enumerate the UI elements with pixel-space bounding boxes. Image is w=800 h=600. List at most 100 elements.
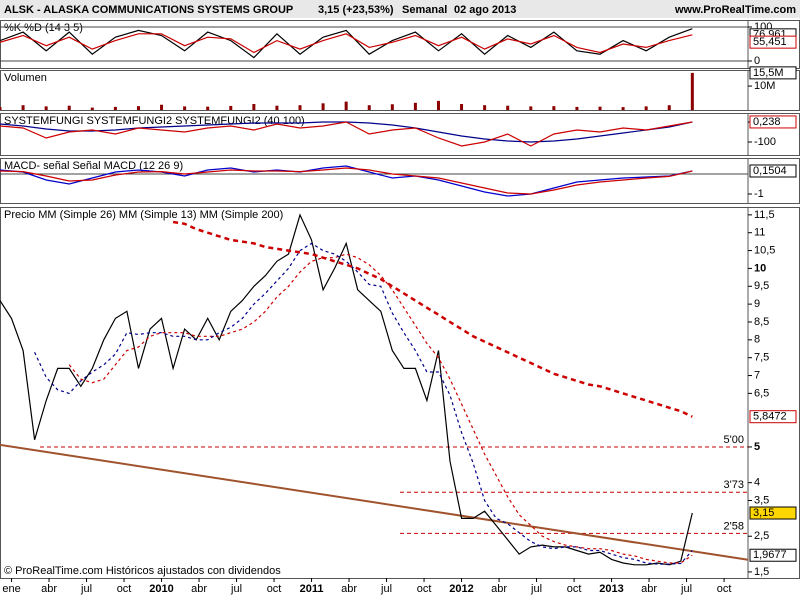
volume-bar — [298, 105, 302, 110]
series-line — [68, 253, 693, 564]
panel-title: %K %D (14 3 5) — [4, 22, 83, 34]
value-marker-label: 15,5M — [753, 67, 784, 79]
y-tick-label: 3,5 — [754, 494, 769, 506]
panel-title: Precio MM (Simple 26) MM (Simple 13) MM … — [4, 209, 283, 221]
y-tick-label: 10 — [754, 262, 766, 274]
y-tick-label: 8,5 — [754, 316, 769, 328]
y-tick-label: 10,5 — [754, 244, 775, 256]
panel-title: MACD- señal Señal MACD (12 26 9) — [4, 160, 183, 172]
y-tick-label: 10M — [754, 80, 775, 92]
panel-frame — [0, 70, 800, 111]
y-tick-label: 5 — [754, 441, 760, 453]
x-tick-label: abr — [491, 583, 507, 595]
volume-bar — [160, 104, 164, 110]
volume-bar — [113, 106, 117, 110]
value-marker-label: 5,8472 — [753, 411, 787, 423]
volume-bar — [413, 102, 417, 110]
period: Semanal — [402, 4, 447, 16]
x-tick-label: oct — [717, 583, 732, 595]
footer: © ProRealTime.com Históricos ajustados c… — [4, 565, 281, 577]
volume-bar — [136, 106, 140, 110]
volume-bar — [390, 104, 394, 110]
value-marker-box — [749, 66, 797, 80]
series-line — [0, 165, 693, 197]
x-tick-label: abr — [341, 583, 357, 595]
x-tick-label: ene — [2, 583, 20, 595]
x-tick-label: 2013 — [599, 583, 623, 595]
symbol: ALSK - ALASKA COMMUNICATIONS SYSTEMS GRO… — [4, 4, 293, 16]
series-line — [34, 242, 693, 565]
y-tick-label: 11,5 — [754, 209, 775, 221]
y-tick-label: 11 — [754, 227, 765, 239]
volume-bar — [506, 105, 510, 110]
x-tick-label: jul — [380, 583, 392, 595]
volume-bar — [621, 107, 625, 110]
y-tick-label: 1,5 — [754, 566, 769, 578]
volume-bar — [436, 100, 440, 110]
value-marker-label: 1,9677 — [753, 549, 787, 561]
panel-title: SYSTEMFUNGI SYSTEMFUNGI2 SYSTEMFUNGI2 (4… — [4, 115, 305, 127]
volume-bar — [0, 107, 2, 110]
value-marker-box — [749, 35, 797, 49]
volume-bar — [44, 106, 48, 110]
y-tick-label: 9 — [754, 298, 760, 310]
y-tick-label: 8 — [754, 334, 760, 346]
series-line — [0, 33, 693, 54]
series-line — [172, 220, 693, 418]
volume-bar — [229, 105, 233, 110]
volume-bar — [183, 106, 187, 110]
value-marker-label: 55,451 — [753, 36, 787, 48]
x-tick-label: 2010 — [149, 583, 173, 595]
x-tick-label: oct — [117, 583, 132, 595]
volume-bar — [644, 106, 648, 110]
volume-bar — [552, 106, 556, 110]
value-marker-box — [749, 115, 797, 129]
volume-bar — [206, 106, 210, 110]
header-bar — [0, 0, 800, 18]
x-tick-label: jul — [680, 583, 692, 595]
level-label: 3'73 — [724, 479, 744, 491]
volume-bar — [598, 106, 602, 110]
level-label: 2'58 — [724, 520, 744, 532]
y-tick-label: 6,5 — [754, 387, 769, 399]
value-marker-box — [749, 164, 797, 178]
value-marker-box — [749, 410, 797, 424]
volume-bar — [90, 107, 94, 110]
quote: 3,15 (+23,53%) — [318, 4, 394, 16]
volume-bar — [575, 106, 579, 110]
volume-bar — [321, 103, 325, 110]
x-tick-label: jul — [230, 583, 242, 595]
x-tick-label: abr — [641, 583, 657, 595]
x-tick-label: abr — [191, 583, 207, 595]
series-line — [0, 213, 693, 566]
y-tick-label: -1 — [754, 188, 764, 200]
volume-bar — [690, 72, 694, 110]
volume-bar — [667, 105, 671, 110]
y-tick-label: 100 — [754, 21, 772, 33]
value-marker-label: 3,15 — [753, 507, 774, 519]
trend-line — [0, 443, 749, 561]
date: 02 ago 2013 — [454, 4, 516, 16]
value-marker-box — [749, 506, 797, 520]
y-tick-label: 9,5 — [754, 280, 769, 292]
x-tick-label: abr — [41, 583, 57, 595]
x-tick-label: jul — [530, 583, 542, 595]
x-tick-label: 2012 — [449, 583, 473, 595]
value-marker-box — [749, 548, 797, 562]
x-tick-label: oct — [567, 583, 582, 595]
volume-bar — [67, 105, 71, 110]
volume-bar — [483, 105, 487, 110]
y-tick-label: 2,5 — [754, 530, 769, 542]
series-line — [0, 121, 693, 147]
volume-bar — [367, 105, 371, 110]
x-tick-label: 2011 — [300, 583, 324, 595]
x-tick-label: oct — [417, 583, 432, 595]
y-tick-label: 4 — [754, 477, 760, 489]
volume-bar — [529, 106, 533, 110]
volume-bar — [275, 105, 279, 110]
volume-bar — [252, 104, 256, 110]
y-tick-label: -100 — [754, 136, 776, 148]
panel-title: Volumen — [4, 72, 47, 84]
y-tick-label: 7,5 — [754, 352, 769, 364]
